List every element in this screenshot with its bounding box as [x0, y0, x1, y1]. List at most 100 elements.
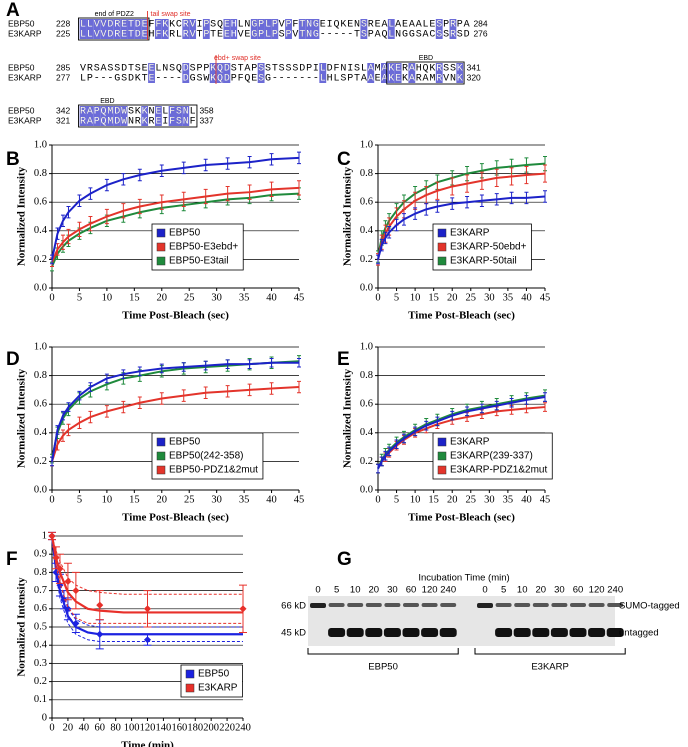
identity-highlight: [182, 106, 190, 116]
identity-highlight: [312, 29, 320, 39]
identity-highlight: [100, 29, 107, 39]
identity-highlight: [86, 19, 94, 29]
legend-label: EBP50: [169, 437, 201, 448]
identity-highlight: [161, 29, 169, 39]
identity-highlight: [456, 73, 464, 83]
x-tick-label: 15: [129, 292, 140, 303]
chart: E 0.0 0.2 0.4 0.6 0.8 1.0 0 5 10 15 20 25 30 35 40 45 Tim…: [337, 341, 553, 524]
identity-highlight: [216, 63, 224, 73]
lane-label: 240: [607, 585, 623, 596]
x-tick-label: 5: [394, 292, 399, 303]
series-line: [377, 172, 546, 260]
start-number: 321: [56, 115, 70, 125]
region-box: [78, 104, 198, 128]
legend: E3KARP E3KARP(239-337) E3KARP-PDZ1&2mut: [432, 432, 553, 480]
x-tick-label: 40: [521, 292, 532, 303]
x-tick-label: 80: [110, 722, 121, 733]
panel-label: B: [6, 149, 20, 170]
identity-highlight: [387, 73, 395, 83]
identity-highlight: [79, 106, 87, 116]
confidence-band: [51, 535, 243, 643]
y-tick-label: 0.3: [34, 658, 47, 669]
gel-band: [570, 603, 586, 607]
identity-highlight: [120, 29, 128, 39]
identity-highlight: [449, 19, 457, 29]
identity-highlight: [113, 116, 121, 126]
legend-label: EBP50: [198, 669, 230, 680]
legend: EBP50 EBP50(242-358) EBP50-PDZ1&2mut: [151, 432, 264, 480]
y-tick-label: 1.0: [34, 139, 47, 150]
legend-swatch: [437, 437, 447, 447]
identity-highlight: [387, 19, 395, 29]
identity-highlight: [381, 73, 388, 83]
identity-highlight: [175, 116, 183, 126]
legend-frame: [151, 432, 264, 480]
identity-highlight: [435, 29, 443, 39]
identity-highlight: [360, 19, 368, 29]
y-tick-label: 0.6: [360, 399, 373, 410]
identity-highlight: [107, 29, 114, 39]
gel-band: [588, 603, 605, 607]
identity-highlight: [298, 19, 306, 29]
x-tick-label: 240: [235, 722, 251, 733]
x-tick-label: 20: [447, 292, 458, 303]
x-tick-label: 20: [447, 494, 458, 505]
gel-band: [495, 603, 512, 607]
gel-band: [550, 628, 568, 637]
identity-highlight: [86, 29, 94, 39]
gel-band: [532, 603, 549, 607]
identity-highlight: [100, 19, 107, 29]
identity-highlight: [189, 19, 197, 29]
y-tick-label: 0.4: [34, 640, 48, 651]
group-bracket: [474, 648, 626, 655]
lane-label: 5: [334, 585, 339, 596]
data-point: [48, 532, 56, 540]
lane-label: 30: [554, 585, 565, 596]
legend-swatch: [437, 242, 447, 252]
x-tick-label: 30: [484, 292, 495, 303]
lane-label: 60: [406, 585, 417, 596]
panel-label: G: [337, 549, 352, 570]
identity-highlight: [148, 73, 155, 83]
identity-highlight: [257, 29, 265, 39]
x-tick-label: 25: [466, 494, 477, 505]
identity-highlight: [456, 63, 464, 73]
legend-frame: [432, 223, 532, 271]
x-tick-label: 40: [266, 292, 277, 303]
marker-label: 66 kD: [281, 601, 306, 612]
identity-highlight: [305, 29, 313, 39]
gel-band: [439, 628, 457, 637]
legend-swatch: [156, 451, 166, 461]
legend-label: EBP50-E3tail: [169, 256, 228, 267]
annotation: ebd+ swap site: [214, 55, 261, 62]
data-point: [143, 636, 152, 644]
region-box: [78, 17, 150, 41]
gel-band: [477, 603, 493, 608]
identity-highlight: [113, 19, 121, 29]
start-number: 228: [56, 18, 70, 28]
annotation: end of PDZ2: [95, 11, 134, 18]
identity-highlight: [141, 106, 149, 116]
identity-highlight: [100, 106, 107, 116]
identity-highlight: [168, 116, 176, 126]
x-tick-label: 45: [294, 494, 305, 505]
panel-label: A: [6, 0, 20, 21]
x-tick-label: 0: [49, 494, 54, 505]
sequence: VRSASSDTSEELNSQDSPPKQDSTAPSSTSSSDPILDFNI…: [80, 64, 464, 75]
identity-highlight: [223, 19, 231, 29]
identity-highlight: [154, 116, 162, 126]
sequence: LLVVDRETDEFFKKCRVIPSQEHLNGPLPVPFTNGEIQKE…: [80, 20, 471, 31]
legend-swatch: [437, 256, 447, 266]
alignment-block: EBP50 285 VRSASSDTSEELNSQDSPPKQDSTAPSSTSSS…: [8, 62, 481, 84]
chart: C 0.0 0.2 0.4 0.6 0.8 1.0 0 5 10 15 20 25 30 35 40 45 Tim…: [337, 139, 550, 321]
gel-band: [495, 628, 513, 637]
x-tick-label: 10: [102, 494, 113, 505]
legend-label: EBP50-E3ebd+: [169, 242, 238, 253]
panel-label: E: [337, 349, 350, 370]
x-tick-label: 35: [503, 292, 514, 303]
legend-swatch: [437, 465, 447, 475]
gel-band: [440, 603, 457, 607]
legend: EBP50 E3KARP: [180, 664, 243, 698]
x-tick-label: 40: [521, 494, 532, 505]
